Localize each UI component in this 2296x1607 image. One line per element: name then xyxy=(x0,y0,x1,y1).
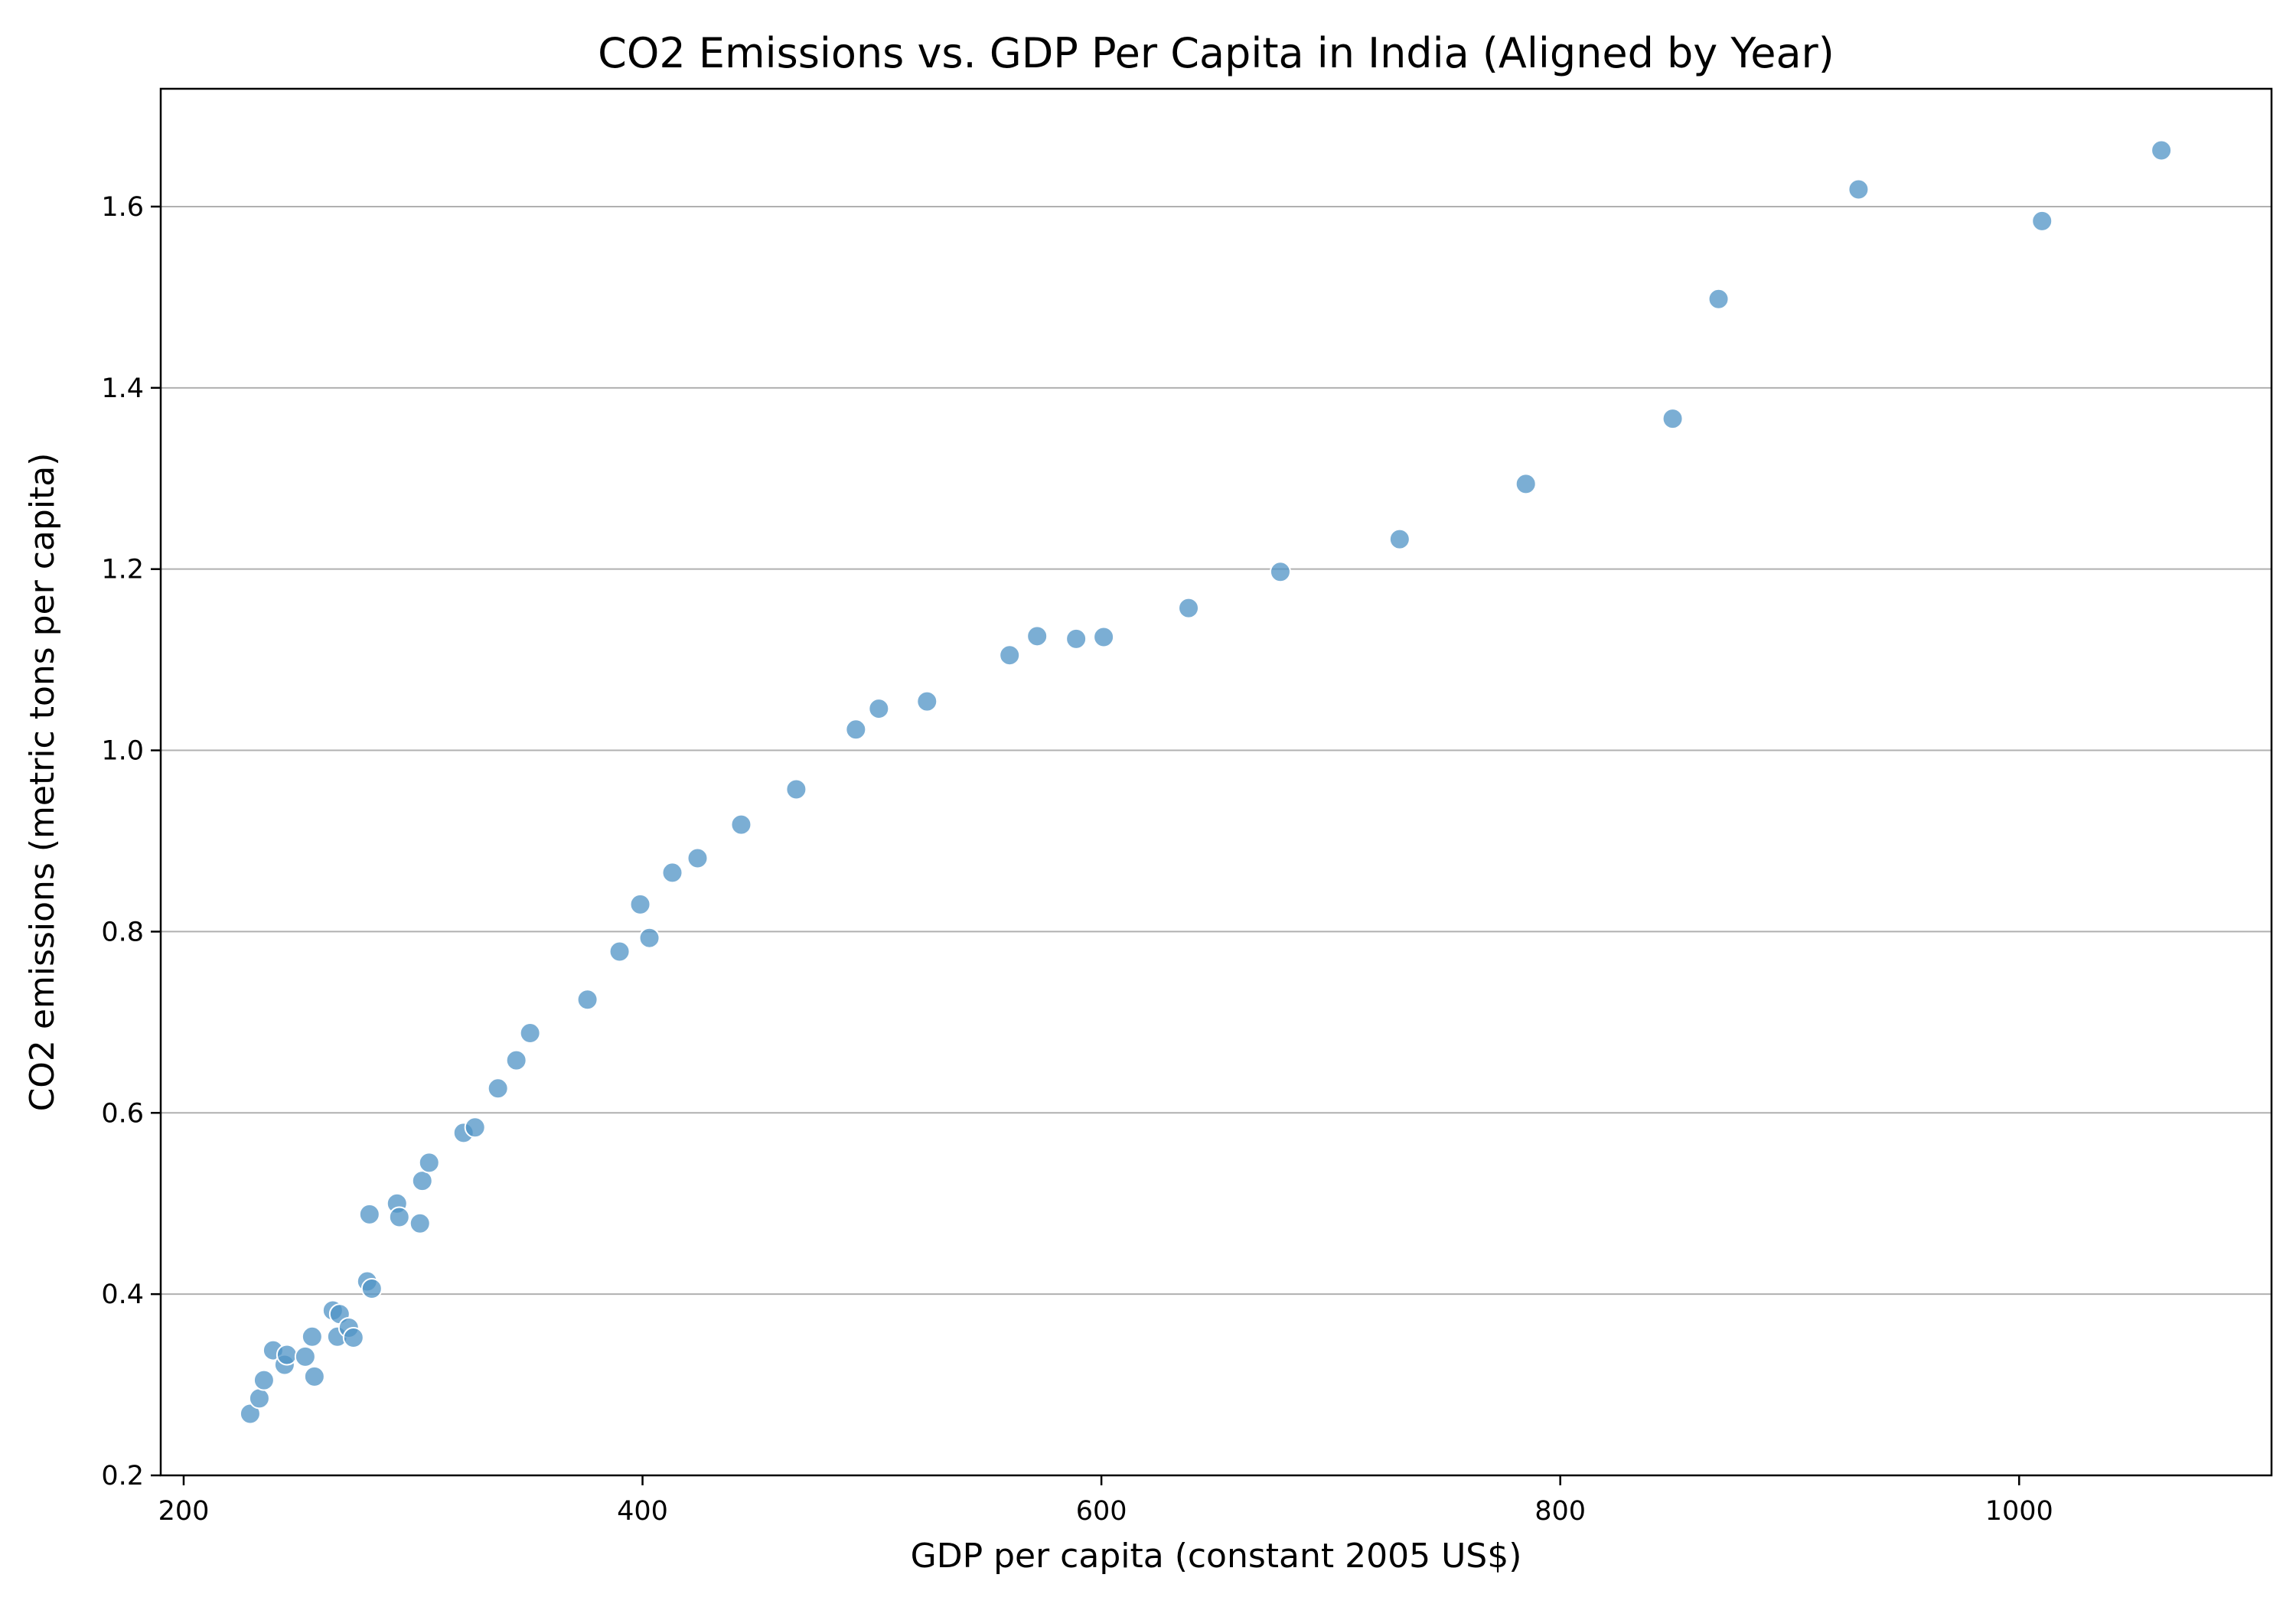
chart-title: CO2 Emissions vs. GDP Per Capita in Indi… xyxy=(598,29,1835,77)
x-axis-ticks: 200 400 600 800 1000 xyxy=(158,1475,2053,1527)
scatter-point xyxy=(303,1365,325,1387)
x-axis-label: GDP per capita (constant 2005 US$) xyxy=(911,1537,1522,1576)
y-tick-label: 0.4 xyxy=(101,1279,144,1310)
scatter-point xyxy=(687,847,709,869)
scatter-point xyxy=(1707,288,1730,310)
scatter-point xyxy=(1662,408,1684,430)
scatter-point xyxy=(1093,626,1115,648)
scatter-point xyxy=(342,1326,364,1348)
scatter-point xyxy=(608,940,631,963)
y-tick-label: 1.6 xyxy=(101,192,144,223)
y-axis-ticks: 0.2 0.4 0.6 0.8 1.0 1.2 1.4 1.6 xyxy=(101,192,161,1491)
x-tick-label: 800 xyxy=(1534,1496,1586,1527)
y-tick-label: 1.4 xyxy=(101,373,144,404)
y-tick-label: 0.8 xyxy=(101,917,144,947)
x-tick-label: 1000 xyxy=(1985,1496,2053,1527)
y-axis-label: CO2 emissions (metric tons per capita) xyxy=(23,453,62,1112)
scatter-point xyxy=(1026,625,1049,647)
scatter-point xyxy=(276,1344,298,1366)
scatter-point xyxy=(1388,528,1411,550)
y-tick-label: 0.6 xyxy=(101,1098,144,1129)
scatter-point xyxy=(519,1022,541,1045)
scatter-point xyxy=(785,778,807,800)
scatter-point xyxy=(661,862,683,884)
y-tick-label: 1.2 xyxy=(101,555,144,585)
data-points xyxy=(239,139,2173,1425)
scatter-point xyxy=(248,1387,270,1410)
y-tick-label: 1.0 xyxy=(101,736,144,767)
scatter-point xyxy=(464,1116,486,1139)
scatter-point xyxy=(411,1170,433,1192)
scatter-point xyxy=(1065,627,1088,650)
scatter-point xyxy=(253,1369,275,1391)
scatter-point xyxy=(360,1278,383,1300)
gridlines xyxy=(161,205,2272,1476)
scatter-point xyxy=(505,1049,527,1071)
scatter-point xyxy=(1269,561,1291,583)
scatter-point xyxy=(301,1325,323,1348)
scatter-point xyxy=(2031,210,2053,232)
scatter-point xyxy=(1178,597,1200,619)
scatter-point xyxy=(409,1212,431,1234)
scatter-point xyxy=(730,813,752,836)
scatter-point xyxy=(1848,178,1870,200)
y-tick-label: 0.2 xyxy=(101,1461,144,1491)
scatter-point xyxy=(1515,473,1537,495)
scatter-point xyxy=(487,1077,509,1100)
scatter-point xyxy=(418,1152,440,1174)
plot-frame xyxy=(159,87,2273,1477)
scatter-point xyxy=(999,644,1021,667)
x-tick-label: 600 xyxy=(1076,1496,1127,1527)
scatter-point xyxy=(845,719,867,741)
scatter-point xyxy=(358,1203,380,1225)
x-tick-label: 200 xyxy=(158,1496,210,1527)
scatter-point xyxy=(2151,139,2173,161)
scatter-point xyxy=(638,927,660,949)
scatter-point xyxy=(868,698,890,720)
scatter-point xyxy=(629,893,651,915)
x-tick-label: 400 xyxy=(617,1496,668,1527)
scatter-point xyxy=(916,690,938,712)
scatter-point xyxy=(388,1206,410,1228)
scatter-point xyxy=(576,989,598,1011)
scatter-point xyxy=(294,1345,316,1367)
